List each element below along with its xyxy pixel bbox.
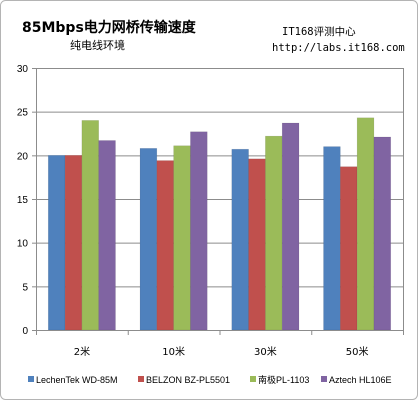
bar [190, 131, 208, 331]
bar [64, 155, 83, 331]
bar [98, 140, 116, 331]
legend-label: LechenTek WD-85M [36, 375, 118, 385]
plot-border [36, 68, 404, 331]
bar [265, 135, 283, 331]
source-label: IT168评测中心 [282, 25, 356, 38]
bar [156, 160, 174, 331]
bar [139, 148, 158, 331]
bar [373, 136, 392, 331]
chart-subtitle: 纯电线环境 [70, 38, 125, 52]
y-tick-label: 25 [17, 108, 29, 119]
y-tick-label: 30 [17, 64, 29, 75]
legend-label: 南极PL-1103 [258, 374, 309, 385]
legend: LechenTek WD-85M BELZON BZ-PL5501 南极PL-110… [28, 374, 392, 385]
bar [173, 145, 191, 331]
x-tick-label: 2米 [74, 345, 90, 358]
y-tick-label: 5 [22, 282, 28, 293]
x-tick-label: 30米 [254, 345, 277, 358]
bar [323, 146, 341, 331]
bar [356, 117, 375, 331]
y-tick-label: 0 [22, 326, 28, 337]
y-tick-label: 20 [17, 151, 29, 162]
bar [81, 120, 99, 331]
legend-label: Aztech HL106E [329, 375, 392, 385]
legend-swatch [250, 376, 256, 382]
legend-swatch [321, 376, 327, 382]
x-tick-label: 10米 [162, 345, 185, 358]
bar [340, 166, 358, 331]
bar [248, 158, 266, 331]
x-tick-label: 50米 [346, 345, 369, 358]
legend-swatch [28, 376, 34, 382]
bar [231, 148, 249, 331]
bar [281, 122, 300, 331]
legend-label: BELZON BZ-PL5501 [146, 375, 230, 385]
legend-swatch [138, 376, 144, 382]
source-url: http://labs.it168.com [272, 42, 405, 54]
y-tick-label: 10 [17, 239, 29, 250]
chart-title: 85Mbps电力网桥传输速度 [22, 19, 197, 36]
plot-area: 0 5 10 15 20 25 30 2米 10米 30米 50米 [17, 64, 404, 358]
bar [47, 155, 66, 331]
y-tick-label: 15 [17, 195, 29, 206]
